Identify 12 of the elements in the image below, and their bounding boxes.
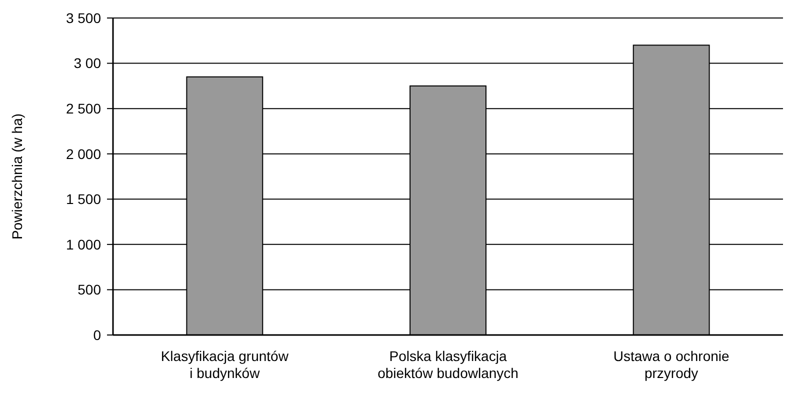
x-tick-label: Ustawa o ochronie przyrody — [613, 348, 730, 381]
y-tick-label: 1 500 — [66, 191, 102, 208]
y-tick-label: 2 000 — [66, 146, 102, 162]
y-tick-label: 3 00 — [74, 55, 102, 72]
y-tick-label: 500 — [78, 282, 102, 298]
x-tick-label: Polska klasyfikacja obiektów budowlanych — [378, 348, 518, 381]
y-tick-label: 1 000 — [66, 236, 102, 252]
y-tick-label: 0 — [93, 326, 102, 343]
y-tick-label: 2 500 — [66, 100, 102, 116]
y-axis-title: Powierzchnia (w ha) — [9, 113, 25, 240]
x-tick-label: Klasyfikacja gruntów i budynków — [160, 348, 290, 381]
y-tick-label: 3 500 — [66, 10, 102, 26]
